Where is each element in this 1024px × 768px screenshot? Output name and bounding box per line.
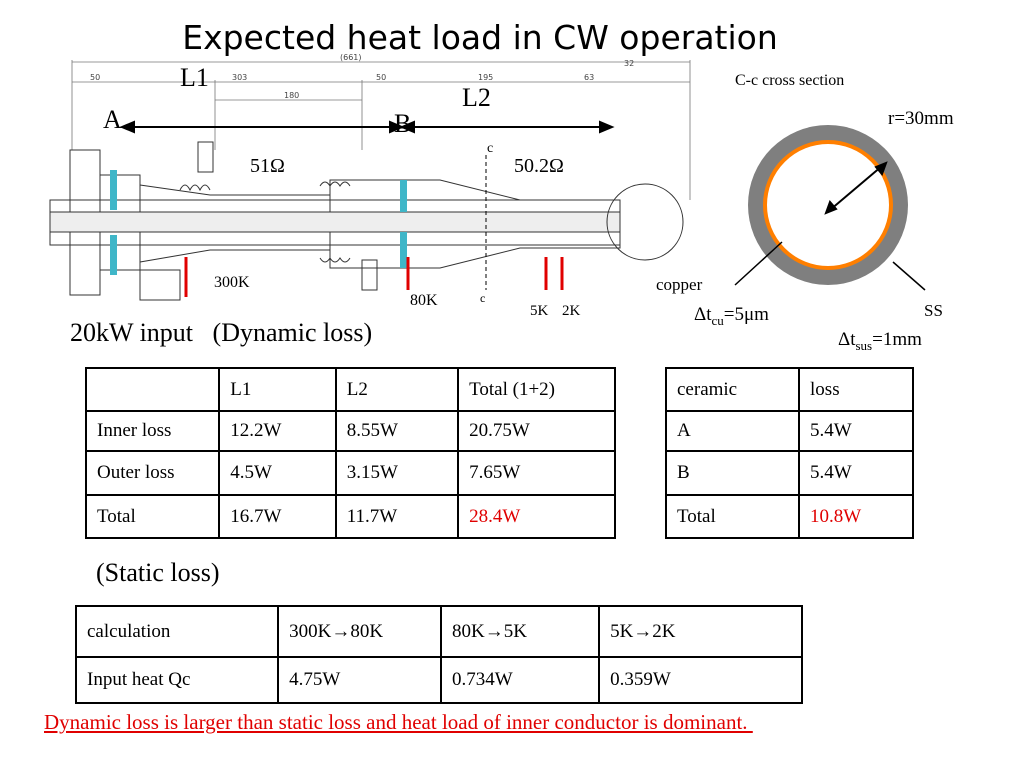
header-row: calculation 300K→80K 80K→5K 5K→2K bbox=[74, 605, 803, 658]
coupler-outline bbox=[49, 141, 684, 301]
thickness-label: Δtcu=5μm bbox=[694, 304, 769, 328]
impedance: 50.2Ω bbox=[514, 155, 564, 177]
dimension: 32 bbox=[624, 59, 634, 68]
thermal-anchors bbox=[184, 257, 564, 297]
section-label: L1 bbox=[180, 63, 209, 92]
conclusion: Dynamic loss is larger than static loss … bbox=[44, 710, 753, 734]
table-cell: Outer loss bbox=[84, 450, 221, 496]
length-arrows bbox=[119, 120, 615, 134]
radius-label: r=30mm bbox=[888, 108, 954, 129]
header-cell: 80K→5K bbox=[440, 605, 601, 658]
dimension: 180 bbox=[284, 91, 299, 100]
table-cell: Total bbox=[84, 494, 221, 539]
header-row: L1 L2 Total (1+2) bbox=[84, 367, 616, 412]
table-row: B 5.4W bbox=[664, 450, 914, 496]
table-cell: 5.4W bbox=[798, 450, 914, 496]
table-cell: 5.4W bbox=[798, 410, 914, 452]
subscript: sus bbox=[856, 338, 873, 353]
material-label: SS bbox=[924, 301, 943, 320]
temperature: 5K bbox=[530, 303, 549, 319]
table-cell: B bbox=[664, 450, 801, 496]
table-row: Total 10.8W bbox=[664, 494, 914, 539]
table-cell: 28.4W bbox=[457, 494, 616, 539]
conductor-loss-table: L1 L2 Total (1+2) Inner loss 12.2W 8.55W 20.75… bbox=[84, 367, 616, 539]
static-loss-table: calculation 300K→80K 80K→5K 5K→2K Input heat… bbox=[74, 605, 803, 704]
cut-mark: c bbox=[480, 291, 485, 305]
table-cell: 20.75W bbox=[457, 410, 616, 452]
heading-part: (Dynamic loss) bbox=[212, 318, 373, 347]
header-cell: 5K→2K bbox=[598, 605, 803, 658]
table-row: A 5.4W bbox=[664, 410, 914, 452]
table-row: Inner loss 12.2W 8.55W 20.75W bbox=[84, 410, 616, 452]
table-cell: 8.55W bbox=[334, 410, 460, 452]
table-cell: 0.359W bbox=[598, 656, 803, 704]
table-cell: 11.7W bbox=[334, 494, 460, 539]
impedance: 51Ω bbox=[250, 155, 285, 177]
thickness-label: Δtsus=1mm bbox=[838, 329, 922, 353]
port-label: A bbox=[103, 105, 122, 134]
symbol: Δt bbox=[838, 329, 856, 350]
value: =1mm bbox=[872, 329, 922, 350]
table-cell: Total bbox=[664, 494, 801, 539]
subscript: cu bbox=[712, 313, 725, 328]
dynamic-heading: 20kW input (Dynamic loss) bbox=[70, 318, 372, 348]
table-cell: 0.734W bbox=[440, 656, 601, 704]
table-cell: 3.15W bbox=[334, 450, 460, 496]
table-cell: Input heat Qc bbox=[74, 656, 280, 704]
table-cell: 7.65W bbox=[457, 450, 616, 496]
table-cell: 16.7W bbox=[218, 494, 337, 539]
table-cell: A bbox=[664, 410, 801, 452]
dimension: 50 bbox=[90, 73, 100, 82]
port-label: B bbox=[394, 109, 411, 138]
static-heading: (Static loss) bbox=[96, 558, 220, 587]
ceramic-loss-table: ceramic loss A 5.4W B 5.4W Total 10.8W bbox=[664, 367, 914, 539]
header-cell: L2 bbox=[334, 367, 460, 412]
material-label: copper bbox=[656, 275, 703, 294]
table-cell: 4.5W bbox=[218, 450, 337, 496]
corner-cell bbox=[84, 367, 221, 412]
value: =5μm bbox=[724, 304, 769, 325]
header-cell: loss bbox=[798, 367, 914, 412]
temperature: 300K bbox=[214, 274, 250, 291]
dimension: 50 bbox=[376, 73, 386, 82]
table-cell: Inner loss bbox=[84, 410, 221, 452]
section-label: L2 bbox=[462, 83, 491, 112]
cut-mark: c bbox=[487, 141, 493, 156]
cross-section-title: C-c cross section bbox=[735, 72, 844, 89]
header-cell: Total (1+2) bbox=[457, 367, 616, 412]
pointer bbox=[892, 261, 926, 291]
slide-title: Expected heat load in CW operation bbox=[182, 18, 778, 57]
header-row: ceramic loss bbox=[664, 367, 914, 412]
coupler-drawing: (661) 50 303 180 50 195 63 32 L1 L2 A B … bbox=[49, 53, 954, 353]
radius-arrow bbox=[824, 161, 888, 215]
dimension: 195 bbox=[478, 73, 493, 82]
ceramic-windows bbox=[110, 170, 407, 275]
header-cell: 300K→80K bbox=[277, 605, 443, 658]
pointer bbox=[734, 241, 783, 286]
temperature: 2K bbox=[562, 303, 581, 319]
dimension: 303 bbox=[232, 73, 247, 82]
temperature: 80K bbox=[410, 292, 438, 309]
symbol: Δt bbox=[694, 304, 712, 325]
table-row: Outer loss 4.5W 3.15W 7.65W bbox=[84, 450, 616, 496]
dimension: (661) bbox=[340, 53, 362, 62]
table-cell: 4.75W bbox=[277, 656, 443, 704]
header-cell: ceramic bbox=[664, 367, 801, 412]
header-cell: L1 bbox=[218, 367, 337, 412]
heading-part: 20kW input bbox=[70, 318, 194, 347]
dimension-lines bbox=[71, 60, 691, 200]
header-cell: calculation bbox=[74, 605, 280, 658]
table-cell: 12.2W bbox=[218, 410, 337, 452]
table-row: Total 16.7W 11.7W 28.4W bbox=[84, 494, 616, 539]
table-cell: 10.8W bbox=[798, 494, 914, 539]
dimension: 63 bbox=[584, 73, 594, 82]
table-row: Input heat Qc 4.75W 0.734W 0.359W bbox=[74, 656, 803, 704]
